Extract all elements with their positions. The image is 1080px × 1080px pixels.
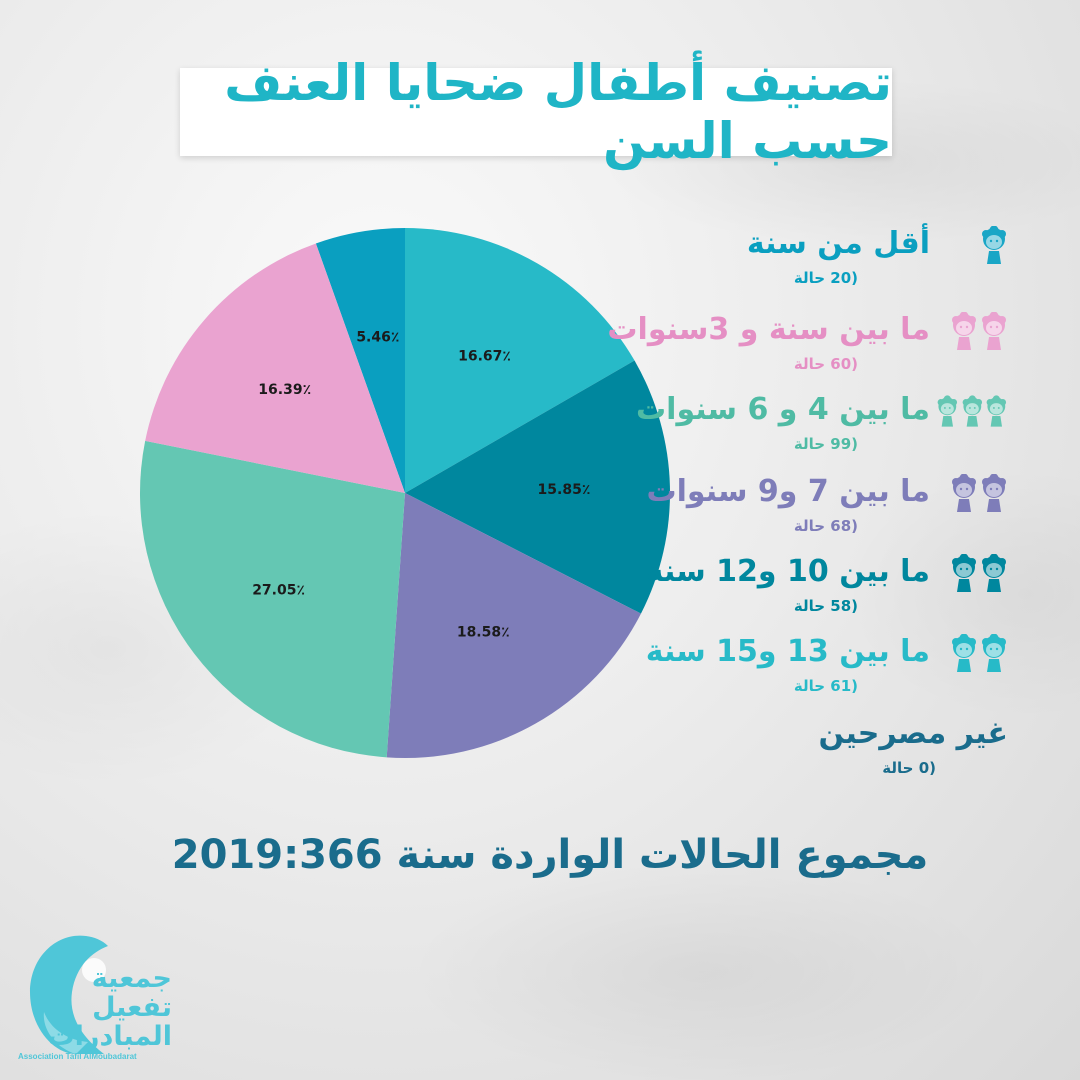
child-head-icon: [952, 554, 976, 592]
legend-label: غير مصرحين: [818, 716, 1008, 751]
legend-count: (0 حالة: [882, 759, 936, 777]
slice-value-label: 16.67٪: [458, 348, 511, 364]
logo-subtitle: Association Tafil AlMoubadarat: [18, 1052, 137, 1061]
legend-label: ما بين 10 و12 سنة: [645, 554, 930, 589]
legend-count: (61 حالة: [793, 677, 858, 695]
mother-child-logo-icon: [30, 935, 108, 1054]
legend-label: أقل من سنة: [746, 226, 930, 261]
legend-label: ما بين 7 و9 سنوات: [646, 474, 930, 509]
logo-text: جمعية تفعيل المبادرات: [47, 963, 172, 1052]
slice-value-label: 5.46٪: [356, 329, 399, 345]
child-head-icon: [952, 474, 976, 512]
legend-item: أقل من سنة (20 حالة: [588, 224, 1008, 294]
legend-icons: [936, 634, 1008, 674]
pie-slice: [145, 243, 405, 493]
legend-count: (20 حالة: [793, 269, 858, 287]
legend-item: ما بين 13 و15 سنة (61 حالة: [588, 632, 1008, 702]
pie-slice: [405, 360, 670, 614]
legend-label: ما بين 13 و15 سنة: [645, 634, 930, 669]
total-cases: مجموع الحالات الواردة سنة 2019:366: [0, 832, 1080, 878]
legend-count: (68 حالة: [793, 517, 858, 535]
child-head-icon: [952, 634, 976, 672]
legend-count: (60 حالة: [793, 355, 858, 373]
child-head-icon: [982, 226, 1006, 264]
legend-label: ما بين سنة و 3سنوات: [607, 312, 930, 347]
child-head-icon: [982, 554, 1006, 592]
slice-value-label: 18.58٪: [457, 624, 510, 640]
organization-logo: جمعية تفعيل المبادرات Association Tafil …: [16, 930, 186, 1070]
legend-icons: [936, 554, 1008, 594]
legend-item: ما بين 10 و12 سنة (58 حالة: [588, 552, 1008, 622]
slice-value-label: 15.85٪: [538, 482, 591, 498]
pie-slice: [315, 228, 405, 493]
pie-chart: 5.46٪ 16.67٪ 15.85٪ 18.58٪ 27.05٪ 16.39٪: [140, 228, 670, 758]
pie-slice: [140, 440, 405, 758]
child-head-icon: [982, 474, 1006, 512]
legend-count: (99 حالة: [793, 435, 858, 453]
child-head-icon: [962, 395, 982, 427]
child-head-icon: [952, 312, 976, 350]
total-value: 366: [299, 832, 383, 878]
legend-item: غير مصرحين (0 حالة: [588, 714, 1008, 784]
legend-icons: [936, 312, 1008, 352]
child-head-icon: [982, 634, 1006, 672]
child-head-icon: [982, 312, 1006, 350]
legend-icons: [936, 226, 1008, 266]
title-box: تصنيف أطفال ضحايا العنف حسب السن: [180, 54, 892, 170]
page-title: تصنيف أطفال ضحايا العنف حسب السن: [224, 54, 892, 170]
pie-slice: [405, 228, 635, 493]
legend-item: ما بين 7 و9 سنوات (68 حالة: [588, 472, 1008, 542]
legend-icons: [936, 392, 1008, 432]
legend-icons: [936, 474, 1008, 514]
legend-count: (58 حالة: [793, 597, 858, 615]
legend-item: ما بين سنة و 3سنوات (60 حالة: [588, 310, 1008, 380]
legend-label: ما بين 4 و 6 سنوات: [636, 392, 930, 427]
child-head-icon: [986, 395, 1007, 427]
legend-item: ما بين 4 و 6 سنوات (99 حالة: [588, 390, 1008, 460]
child-head-icon: [937, 395, 958, 427]
slice-value-label: 16.39٪: [258, 382, 311, 398]
total-label: مجموع الحالات الواردة سنة 2019:: [171, 832, 929, 878]
pie-slice: [386, 493, 641, 758]
slice-value-label: 27.05٪: [252, 582, 305, 598]
